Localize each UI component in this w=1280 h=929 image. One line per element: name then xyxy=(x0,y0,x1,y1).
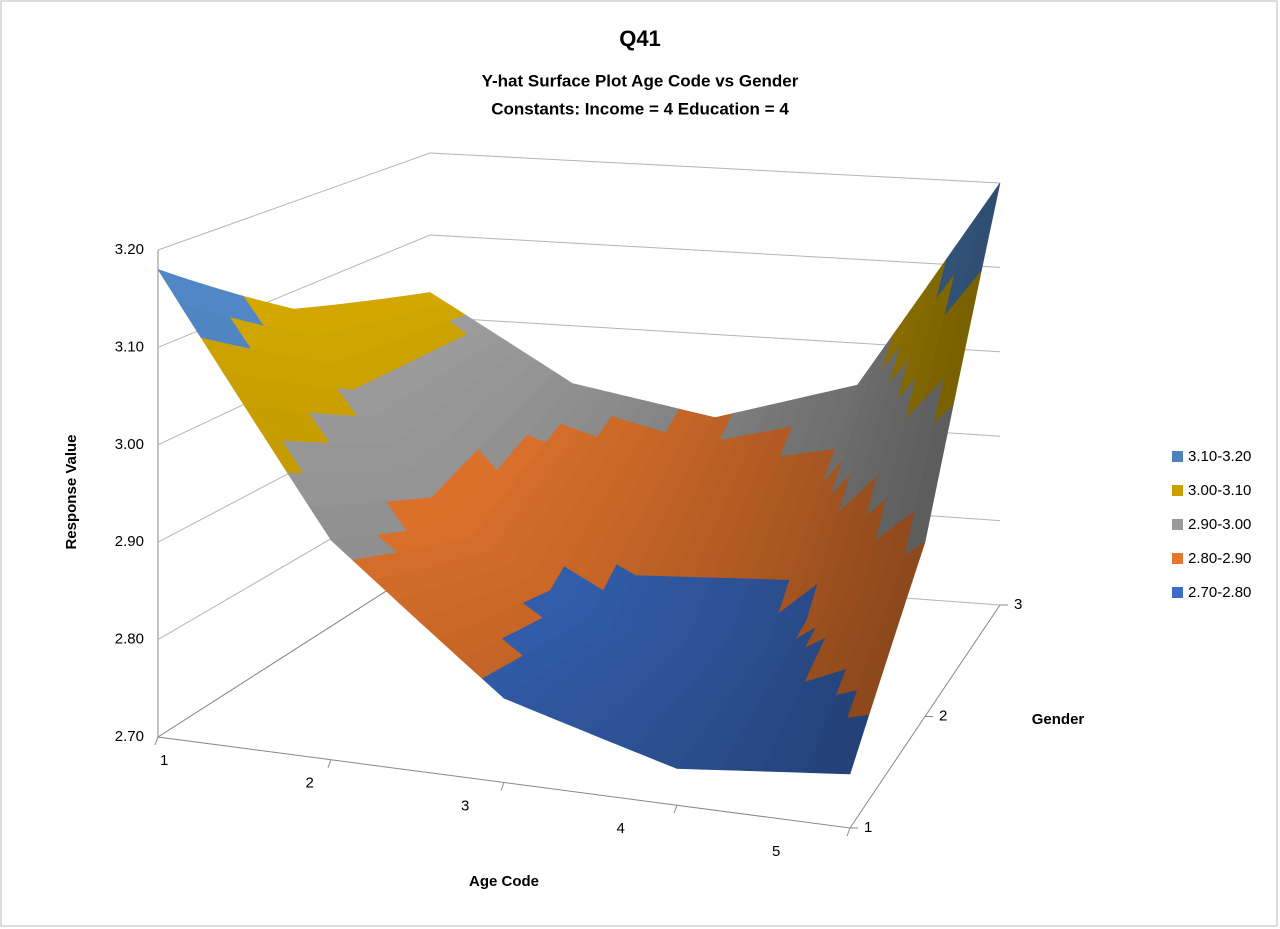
y-tick-label: 2 xyxy=(939,707,947,724)
y-tick-label: 1 xyxy=(864,819,872,836)
legend-swatch xyxy=(1172,485,1183,496)
chart-subtitle: Constants: Income = 4 Education = 4 xyxy=(491,99,789,118)
x-tick xyxy=(500,782,505,791)
surface-cell xyxy=(451,383,716,631)
chart-subtitle: Y-hat Surface Plot Age Code vs Gender xyxy=(482,71,799,90)
grid-line xyxy=(157,152,1001,251)
x-tick-label: 1 xyxy=(160,752,168,769)
surface-cell xyxy=(157,268,453,541)
legend-swatch xyxy=(1172,451,1183,462)
x-tick-label: 3 xyxy=(461,797,469,814)
surface-cell xyxy=(766,182,1001,648)
x-axis-title: Age Code xyxy=(469,873,539,890)
z-tick-label: 2.80 xyxy=(115,631,144,648)
z-tick-label: 2.70 xyxy=(115,728,144,745)
surface-cell xyxy=(293,292,573,525)
x-tick xyxy=(846,827,851,837)
y-axis-title: Gender xyxy=(1032,711,1085,728)
surface-cell xyxy=(330,523,611,699)
surface-cell xyxy=(676,541,926,775)
legend-swatch xyxy=(1172,519,1183,530)
legend-swatch xyxy=(1172,553,1183,564)
x-tick-label: 5 xyxy=(772,843,780,860)
surface-patch xyxy=(827,744,860,775)
legend-label: 2.70-2.80 xyxy=(1188,584,1251,601)
x-tick-label: 2 xyxy=(306,775,314,792)
z-tick-label: 3.10 xyxy=(115,338,144,355)
y-tick-label: 3 xyxy=(1014,596,1022,613)
surface-cell xyxy=(503,629,768,769)
z-tick-label: 2.90 xyxy=(115,533,144,550)
legend-label: 3.00-3.10 xyxy=(1188,482,1251,499)
x-tick xyxy=(154,736,159,746)
z-tick-label: 3.00 xyxy=(115,436,144,453)
legend-swatch xyxy=(1172,587,1183,598)
legend-label: 2.80-2.90 xyxy=(1188,550,1251,567)
legend-label: 3.10-3.20 xyxy=(1188,448,1251,465)
legend-label: 2.90-3.00 xyxy=(1188,516,1251,533)
x-tick-label: 4 xyxy=(617,820,625,837)
chart-title: Q41 xyxy=(619,26,661,51)
x-tick xyxy=(673,805,678,814)
z-tick-label: 3.20 xyxy=(115,241,144,258)
surface-cell xyxy=(609,384,858,648)
z-axis-title: Response Value xyxy=(63,434,80,549)
x-tick xyxy=(327,759,332,768)
